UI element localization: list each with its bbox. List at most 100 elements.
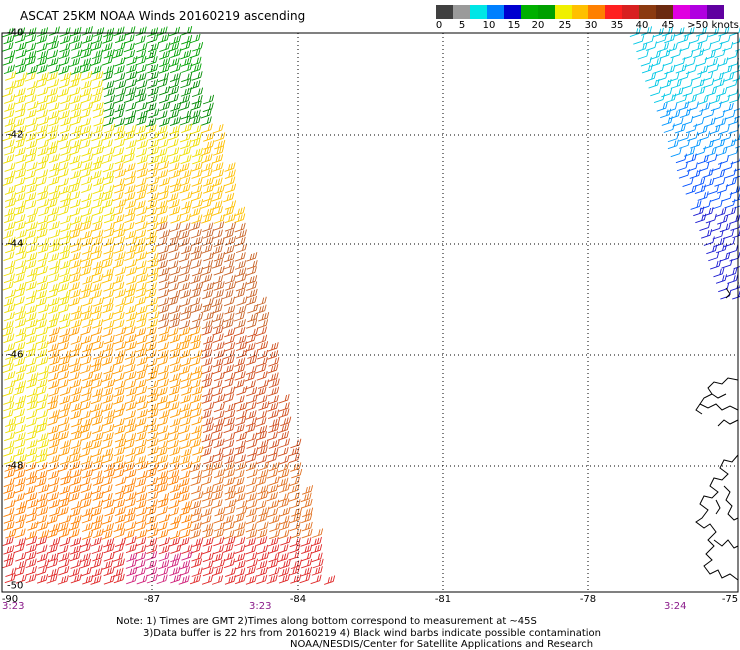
wind-barb bbox=[114, 72, 126, 83]
wind-barb bbox=[135, 251, 148, 261]
wind-barb bbox=[5, 80, 17, 90]
wind-barb bbox=[146, 94, 158, 104]
wind-barb bbox=[27, 207, 39, 218]
wind-barb bbox=[2, 363, 14, 373]
wind-barb bbox=[35, 78, 48, 88]
wind-barb bbox=[59, 244, 71, 254]
wind-barb bbox=[135, 64, 147, 74]
wind-barb bbox=[190, 124, 202, 135]
wind-barb bbox=[278, 393, 290, 404]
wind-barb bbox=[15, 333, 27, 344]
wind-barb bbox=[212, 453, 224, 464]
wind-barb bbox=[158, 185, 170, 195]
wind-barb bbox=[59, 386, 71, 397]
wind-barb bbox=[178, 252, 190, 263]
wind-barb bbox=[26, 536, 38, 546]
wind-barb bbox=[267, 409, 280, 420]
wind-barb bbox=[70, 94, 82, 105]
wind-barb bbox=[145, 117, 157, 128]
lat-lon-grid bbox=[2, 33, 738, 592]
wind-barb bbox=[47, 57, 59, 67]
wind-barb bbox=[90, 161, 102, 171]
wind-barb bbox=[2, 326, 14, 337]
wind-barb bbox=[695, 57, 707, 67]
wind-barb bbox=[91, 267, 103, 277]
wind-barb bbox=[115, 79, 127, 90]
wind-barb bbox=[301, 513, 313, 524]
wind-barb bbox=[311, 552, 323, 563]
wind-barb bbox=[200, 303, 212, 314]
wind-barb bbox=[214, 139, 226, 150]
wind-barb bbox=[706, 153, 718, 164]
wind-barb bbox=[113, 468, 125, 479]
wind-barb bbox=[180, 139, 192, 150]
wind-barb bbox=[301, 498, 313, 509]
wind-barb bbox=[90, 65, 102, 75]
wind-barb bbox=[681, 79, 693, 90]
wind-barb bbox=[641, 63, 653, 74]
wind-barb bbox=[167, 260, 179, 270]
wind-barb bbox=[244, 342, 256, 352]
wind-barb bbox=[135, 288, 147, 299]
wind-barb bbox=[201, 492, 213, 502]
wind-barb bbox=[124, 507, 136, 517]
wind-barb bbox=[90, 363, 102, 374]
wind-barb bbox=[26, 304, 38, 315]
wind-barb bbox=[234, 560, 246, 570]
wind-barb bbox=[222, 260, 234, 270]
wind-barb bbox=[190, 251, 203, 261]
wind-barb bbox=[113, 499, 126, 509]
wind-barb bbox=[125, 371, 137, 381]
wind-barb bbox=[202, 289, 214, 300]
wind-barb bbox=[112, 454, 124, 465]
wind-barb bbox=[234, 552, 246, 563]
wind-barb bbox=[58, 558, 70, 569]
wind-barb bbox=[114, 528, 126, 539]
wind-barb bbox=[101, 154, 113, 164]
wind-barb bbox=[690, 138, 702, 149]
wind-barb bbox=[124, 162, 136, 173]
wind-barb bbox=[136, 266, 148, 277]
wind-barb bbox=[49, 537, 61, 547]
colorbar-label: 45 bbox=[661, 20, 675, 31]
wind-barb bbox=[103, 244, 115, 255]
lat-label: -46 bbox=[7, 349, 24, 361]
wind-barb bbox=[92, 424, 104, 435]
wind-barb bbox=[59, 485, 71, 495]
wind-barb bbox=[223, 416, 235, 427]
wind-barb bbox=[134, 200, 146, 210]
wind-barb bbox=[158, 273, 170, 284]
wind-barb bbox=[158, 93, 170, 104]
wind-barb bbox=[685, 123, 697, 134]
wind-barb bbox=[59, 42, 71, 53]
wind-barb bbox=[3, 154, 15, 164]
wind-barb bbox=[68, 371, 80, 382]
wind-barb bbox=[180, 439, 192, 450]
wind-barb bbox=[114, 183, 126, 194]
wind-barb bbox=[709, 94, 721, 105]
wind-barb bbox=[713, 110, 726, 120]
wind-barb bbox=[158, 267, 170, 277]
wind-barb bbox=[25, 42, 37, 53]
wind-barb bbox=[70, 573, 82, 584]
wind-barb bbox=[146, 207, 158, 217]
wind-barb bbox=[35, 334, 47, 345]
wind-barb bbox=[125, 341, 137, 351]
wind-barb bbox=[191, 94, 203, 105]
wind-barb bbox=[13, 447, 25, 457]
wind-barb bbox=[257, 484, 269, 495]
wind-barb bbox=[146, 304, 158, 315]
wind-barb bbox=[278, 567, 290, 577]
wind-barb bbox=[147, 402, 159, 413]
wind-barb bbox=[79, 447, 91, 458]
wind-barb bbox=[82, 371, 94, 382]
wind-barb bbox=[114, 228, 126, 239]
wind-barb bbox=[136, 206, 148, 216]
wind-barb bbox=[211, 461, 223, 471]
wind-barb bbox=[157, 191, 169, 201]
wind-barb bbox=[25, 312, 37, 322]
wind-barb bbox=[277, 477, 289, 488]
wind-barb bbox=[147, 27, 159, 37]
wind-barb bbox=[47, 528, 59, 538]
wind-barb bbox=[234, 439, 246, 450]
